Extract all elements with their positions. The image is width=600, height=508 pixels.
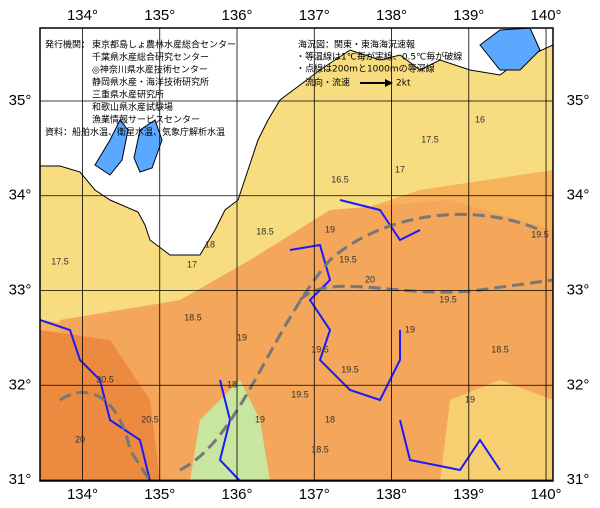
- sea-band: [440, 380, 553, 481]
- y-tick-label: 32°: [9, 376, 32, 393]
- x-tick-label: 139°: [453, 486, 484, 503]
- contour-label: 20: [75, 434, 85, 444]
- contour-label: 17: [187, 259, 197, 269]
- contour-label: 18.5: [256, 226, 274, 236]
- bay: [94, 119, 129, 176]
- contour-label: 18.5: [311, 444, 329, 454]
- contour-label: 17.5: [421, 134, 439, 144]
- contour-label: 20.5: [96, 374, 114, 384]
- contour-label: 16: [475, 114, 485, 124]
- contour-label: 18: [205, 239, 215, 249]
- contour-label: 19.5: [339, 254, 357, 264]
- contour-label: 17: [395, 164, 405, 174]
- publisher: 東京都島しょ農林水産総合センター: [92, 39, 236, 51]
- contour-label: 19: [255, 414, 265, 424]
- legend-label: 流向・流速: [305, 77, 350, 89]
- note: ・等温線は1℃毎が実線、0.5℃毎が破線: [296, 51, 462, 63]
- y-tick-label: 34°: [9, 187, 32, 204]
- contour-label: 19.5: [531, 229, 549, 239]
- current-axis: [59, 212, 553, 481]
- contour-label: 19.5: [311, 344, 329, 354]
- contour-label: 19: [405, 324, 415, 334]
- sea-band: [60, 200, 553, 481]
- x-tick-label: 134°: [67, 486, 98, 503]
- publisher: ◎神奈川県水産技術センター: [92, 64, 208, 76]
- y-tick-label: 34°: [567, 187, 590, 204]
- contour-label: 20: [365, 274, 375, 284]
- x-tick-label: 138°: [376, 7, 407, 24]
- contour-label: 19.5: [439, 294, 457, 304]
- x-tick-label: 138°: [376, 486, 407, 503]
- bay: [479, 28, 541, 71]
- contour-label: 19: [325, 224, 335, 234]
- x-tick-label: 134°: [67, 7, 98, 24]
- source: 資料：船舶水温、衛星水温、気象庁解析水温: [45, 126, 225, 138]
- contour-label: 19.5: [291, 389, 309, 399]
- land: [40, 28, 553, 256]
- graticule: [40, 28, 553, 481]
- contour-label: 18: [227, 379, 237, 389]
- lake: [133, 119, 163, 173]
- x-tick-label: 139°: [453, 7, 484, 24]
- publisher: 漁業情報サービスセンター: [92, 114, 200, 126]
- publisher: 千葉県水産総合研究センター: [92, 51, 209, 63]
- contour-label: 19: [465, 394, 475, 404]
- contour-labels: 17.5 18 18.5 19 19.5 20 20.5 17 18.5 19 19.5 19.5 18…: [51, 114, 549, 454]
- x-tick-label: 140°: [531, 486, 562, 503]
- contour-label: 16.5: [331, 174, 349, 184]
- contour-label: 17.5: [51, 256, 69, 266]
- y-tick-label: 33°: [567, 281, 590, 298]
- y-tick-label: 32°: [567, 376, 590, 393]
- chart-title: 海況図：関東・東海海況速報: [298, 39, 415, 51]
- x-tick-label: 135°: [144, 486, 175, 503]
- isobath: [40, 199, 501, 481]
- y-tick-label: 31°: [9, 471, 32, 488]
- contour-label: 18.5: [184, 312, 202, 322]
- x-tick-label: 140°: [531, 7, 562, 24]
- frame: [39, 27, 554, 482]
- contour-label: 20.5: [141, 414, 159, 424]
- ticks: 134° 134° 135° 135° 136° 136° 137° 137° 138° 138°…: [9, 7, 590, 503]
- publisher: 和歌山県水産試験場: [92, 101, 173, 113]
- info: 発行機関： 東京都島しょ農林水産総合センター千葉県水産総合研究センター◎神奈川県水…: [45, 39, 462, 139]
- x-tick-label: 137°: [299, 7, 330, 24]
- x-tick-label: 136°: [221, 7, 252, 24]
- y-tick-label: 35°: [9, 92, 32, 109]
- y-tick-label: 35°: [567, 92, 590, 109]
- x-tick-label: 135°: [144, 7, 175, 24]
- x-tick-label: 136°: [221, 486, 252, 503]
- y-tick-label: 31°: [567, 471, 590, 488]
- legend-speed: 2kt: [396, 79, 411, 89]
- contour-label: 19.5: [341, 364, 359, 374]
- sea-band: [190, 380, 270, 481]
- y-tick-label: 33°: [9, 281, 32, 298]
- publisher: 三重県水産研究所: [92, 89, 164, 101]
- contour-label: 19: [237, 332, 247, 342]
- publisher: 静岡県水産・海洋技術研究所: [92, 76, 209, 88]
- x-tick-label: 137°: [299, 486, 330, 503]
- publisher-label: 発行機関：: [45, 39, 90, 51]
- contour-label: 18: [325, 414, 335, 424]
- note: ・点線は200mと1000mの等深線: [296, 63, 435, 75]
- legend-arrowhead: [385, 79, 393, 87]
- contour-label: 18.5: [491, 344, 509, 354]
- map-area: 17.5 18 18.5 19 19.5 20 20.5 17 18.5 19 19.5 19.5 18…: [40, 28, 553, 481]
